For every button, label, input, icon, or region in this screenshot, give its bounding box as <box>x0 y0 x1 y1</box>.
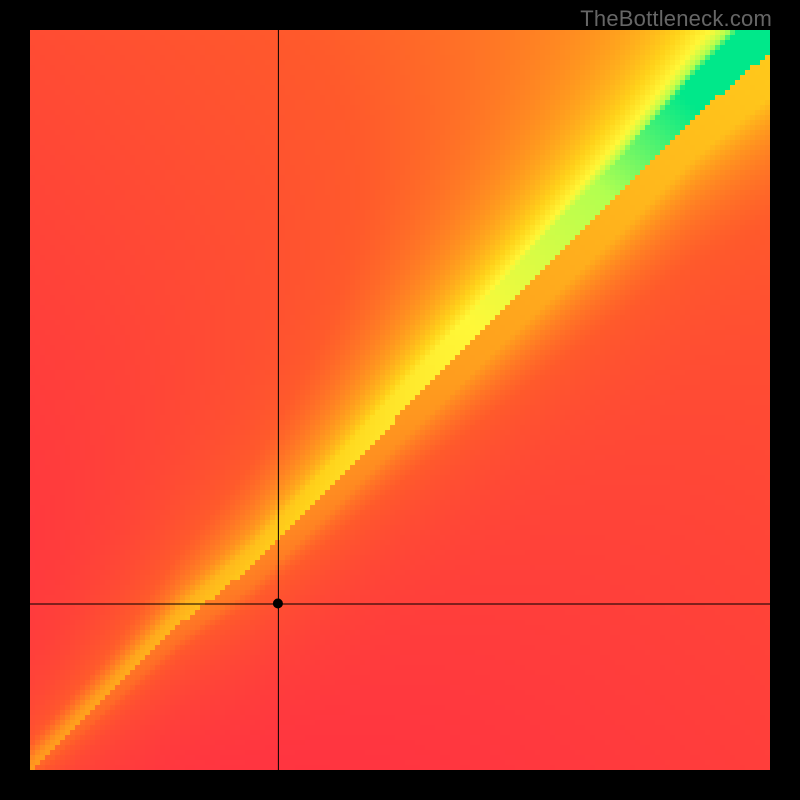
heatmap-plot <box>30 30 770 770</box>
crosshair-overlay <box>30 30 770 770</box>
watermark-text: TheBottleneck.com <box>580 6 772 32</box>
